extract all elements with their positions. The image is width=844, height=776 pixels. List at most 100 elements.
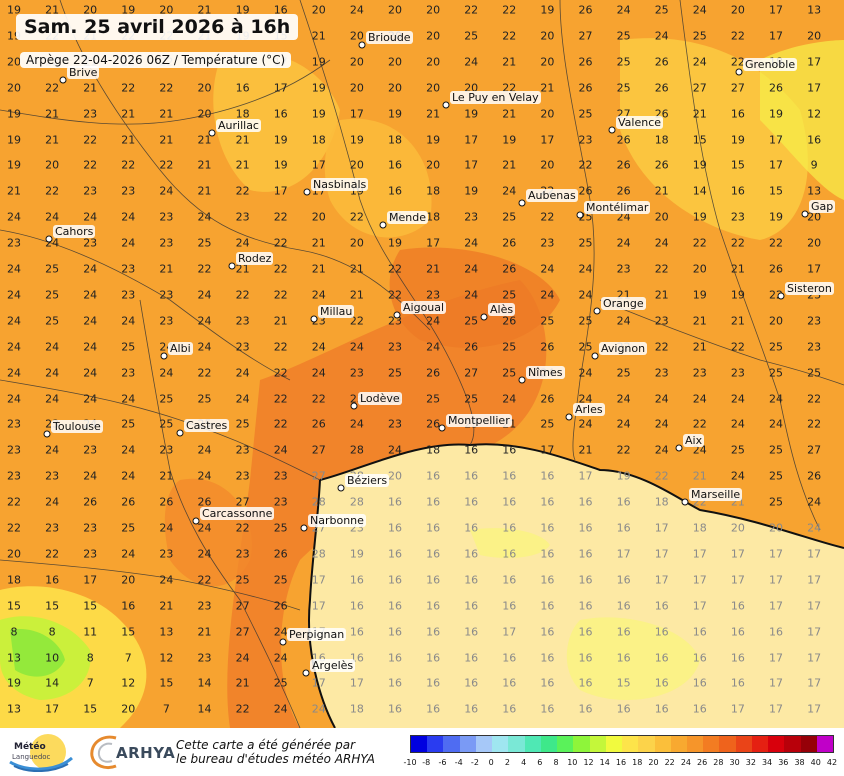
temperature-value: 25	[616, 29, 631, 43]
temperature-value: 26	[426, 366, 441, 380]
colorbar-tick-label: -8	[422, 758, 431, 767]
city-label[interactable]: Sisteron	[785, 282, 834, 295]
temperature-value: 23	[197, 651, 212, 664]
city-label[interactable]: Arles	[573, 403, 605, 416]
temperature-value: 24	[197, 521, 212, 535]
temperature-value: 28	[349, 443, 364, 457]
city-label[interactable]: Gap	[809, 200, 836, 213]
city-marker-icon	[801, 210, 809, 218]
city-label[interactable]: Millau	[318, 305, 355, 318]
temperature-value: 24	[692, 443, 707, 457]
temperature-value: 19	[311, 107, 326, 121]
city-label[interactable]: Béziers	[345, 474, 390, 487]
city-label[interactable]: Rodez	[236, 252, 274, 265]
temperature-value: 22	[730, 340, 745, 354]
temperature-value: 20	[197, 107, 212, 121]
temperature-value: 25	[197, 392, 212, 405]
temperature-value: 7	[124, 651, 132, 664]
city-label[interactable]: Aix	[683, 434, 705, 447]
city-label[interactable]: Mende	[387, 211, 428, 224]
city-marker-icon	[59, 76, 67, 84]
city-label[interactable]: Lodève	[358, 392, 402, 405]
temperature-value: 24	[45, 495, 60, 509]
temperature-value: 20	[388, 3, 402, 17]
temperature-value: 17	[349, 107, 364, 121]
city-label[interactable]: Marseille	[689, 488, 743, 501]
temperature-value: 16	[464, 702, 479, 716]
city-label[interactable]: Montpellier	[446, 414, 512, 427]
city-label[interactable]: Carcassonne	[200, 507, 275, 520]
city-label[interactable]: Grenoble	[743, 58, 798, 71]
city-label[interactable]: Nîmes	[526, 366, 565, 379]
temperature-value: 20	[654, 210, 669, 224]
city-label[interactable]: Le Puy en Velay	[450, 91, 541, 104]
colorbar-segment	[622, 736, 639, 752]
city-label[interactable]: Aubenas	[526, 189, 578, 202]
city-marker-icon	[337, 484, 345, 492]
city-label[interactable]: Aigoual	[401, 301, 447, 314]
temperature-value: 23	[159, 236, 174, 250]
temperature-value: 26	[502, 314, 517, 328]
temperature-value: 16	[540, 573, 555, 587]
city-label[interactable]: Brioude	[366, 31, 413, 44]
temperature-value: 24	[83, 392, 98, 405]
temperature-value: 23	[235, 340, 250, 354]
temperature-value: 21	[159, 262, 174, 276]
city-label[interactable]: Castres	[184, 419, 230, 432]
temperature-value: 17	[311, 599, 326, 613]
city-label[interactable]: Albi	[168, 342, 193, 355]
colorbar-tick-label: 24	[680, 758, 692, 767]
temperature-value: 15	[83, 599, 98, 613]
city-label[interactable]: Valence	[616, 116, 664, 129]
temperature-value: 18	[349, 702, 364, 716]
temperature-value: 23	[235, 210, 250, 224]
temperature-value: 15	[730, 158, 745, 172]
temperature-value: 22	[654, 469, 669, 483]
temperature-value: 19	[769, 210, 783, 224]
temperature-value: 25	[45, 262, 60, 276]
temperature-value: 16	[616, 625, 631, 639]
temperature-value: 16	[578, 547, 593, 561]
temperature-value: 16	[654, 676, 669, 690]
colorbar-tick-label: 12	[583, 758, 594, 767]
temperature-value: 24	[807, 495, 822, 509]
temperature-value: 20	[121, 573, 136, 587]
city-label[interactable]: Brive	[67, 66, 100, 79]
city-label[interactable]: Alès	[488, 303, 516, 316]
temperature-value: 9	[810, 158, 818, 172]
city-label[interactable]: Nasbinals	[311, 178, 369, 191]
temperature-value: 22	[502, 81, 517, 95]
logo-meteo-text: Météo	[14, 742, 46, 752]
temperature-value: 22	[540, 210, 555, 224]
colorbar-segment	[573, 736, 590, 752]
temperature-value: 24	[578, 262, 593, 276]
city-label[interactable]: Avignon	[599, 342, 648, 355]
city-marker-icon	[735, 68, 743, 76]
city-label[interactable]: Toulouse	[51, 420, 103, 433]
city-label[interactable]: Cahors	[53, 225, 96, 238]
temperature-value: 17	[692, 547, 707, 561]
colorbar-tick-label: -10	[403, 758, 417, 767]
temperature-value: 22	[388, 288, 402, 302]
temperature-map[interactable]: 19 21 20 19 20 21 19 16 20 24 20 20 22 22 19 26 24 25 24 20…	[0, 0, 844, 728]
temperature-value: 16	[540, 469, 555, 483]
temperature-value: 23	[807, 340, 822, 354]
temperature-value: 24	[235, 366, 250, 380]
city-label[interactable]: Perpignan	[287, 628, 347, 641]
city-label[interactable]: Montélimar	[584, 201, 651, 214]
temperature-value: 17	[578, 469, 593, 483]
city-label[interactable]: Orange	[601, 297, 646, 310]
temperature-value: 17	[769, 676, 783, 690]
temperature-value: 27	[311, 469, 326, 483]
temperature-value: 24	[159, 366, 174, 380]
city-label[interactable]: Aurillac	[216, 119, 261, 132]
temperature-value: 19	[273, 158, 288, 172]
city-label[interactable]: Argelès	[310, 659, 356, 672]
temperature-value: 17	[311, 158, 326, 172]
temperature-value: 20	[807, 210, 822, 224]
temperature-value: 25	[464, 392, 479, 405]
temperature-value: 20	[83, 3, 98, 17]
city-label[interactable]: Narbonne	[308, 514, 366, 527]
temperature-value: 26	[273, 547, 288, 561]
temperature-value: 21	[311, 236, 326, 250]
